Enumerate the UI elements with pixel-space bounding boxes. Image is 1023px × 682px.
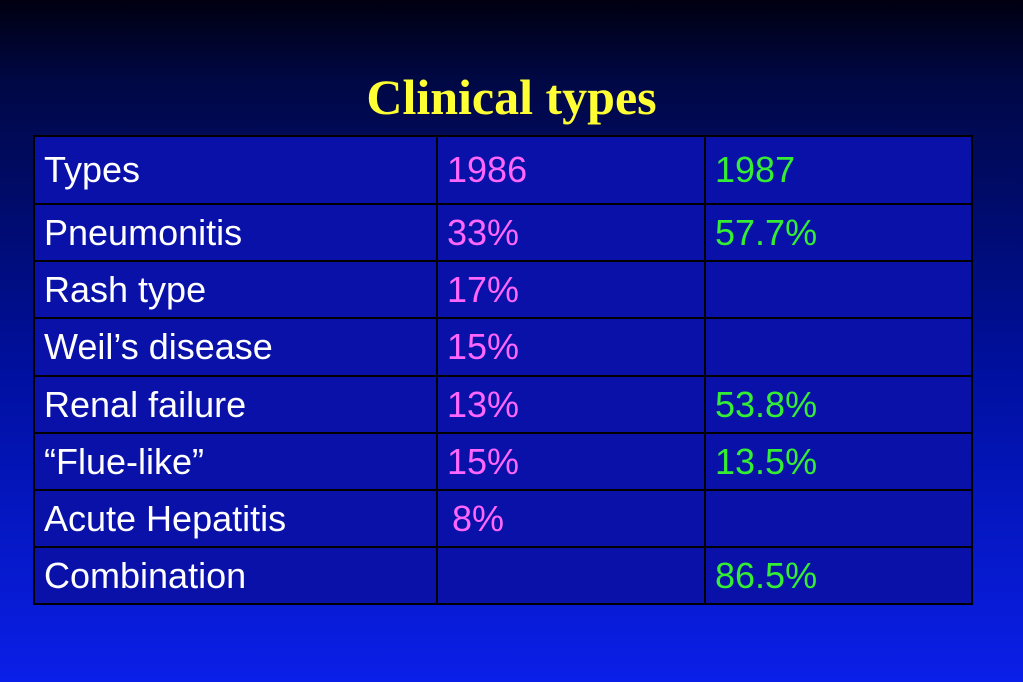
header-1987: 1987 [704, 135, 973, 205]
table-row: Weil’s disease 15% [33, 317, 973, 377]
table-row: Rash type 17% [33, 260, 973, 319]
header-1986: 1986 [436, 135, 706, 205]
type-cell: Renal failure [33, 375, 438, 434]
value-1986-cell: 17% [436, 260, 706, 319]
table-header-row: Types 1986 1987 [33, 135, 973, 205]
value-1986-cell: 13% [436, 375, 706, 434]
table-row: Renal failure 13% 53.8% [33, 375, 973, 434]
value-1987-cell: 57.7% [704, 203, 973, 262]
type-cell: Pneumonitis [33, 203, 438, 262]
table-row: Pneumonitis 33% 57.7% [33, 203, 973, 262]
value-1987-cell: 53.8% [704, 375, 973, 434]
type-cell: Weil’s disease [33, 317, 438, 377]
table-row: Acute Hepatitis 8% [33, 489, 973, 548]
header-types: Types [33, 135, 438, 205]
table-row: “Flue-like” 15% 13.5% [33, 432, 973, 491]
type-cell: Combination [33, 546, 438, 605]
value-1986-cell [436, 546, 706, 605]
value-1986-cell: 8% [436, 489, 706, 548]
value-1986-cell: 15% [436, 317, 706, 377]
value-1987-cell: 13.5% [704, 432, 973, 491]
type-cell: “Flue-like” [33, 432, 438, 491]
value-1986-cell: 33% [436, 203, 706, 262]
value-1986-cell: 15% [436, 432, 706, 491]
value-1987-cell: 86.5% [704, 546, 973, 605]
value-1987-cell [704, 317, 973, 377]
type-cell: Rash type [33, 260, 438, 319]
value-1987-cell [704, 489, 973, 548]
slide-title: Clinical types [366, 69, 657, 125]
table-row: Combination 86.5% [33, 546, 973, 605]
type-cell: Acute Hepatitis [33, 489, 438, 548]
value-1987-cell [704, 260, 973, 319]
clinical-types-table: Types 1986 1987 Pneumonitis 33% 57.7% Ra… [33, 135, 973, 605]
